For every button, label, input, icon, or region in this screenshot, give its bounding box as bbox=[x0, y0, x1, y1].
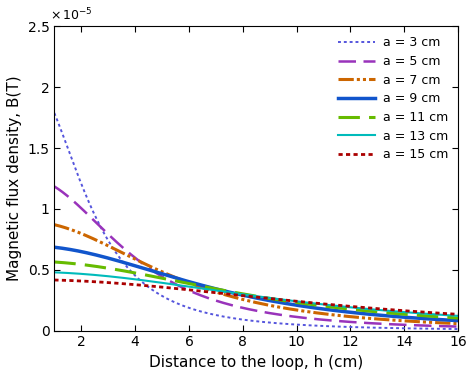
Line: a = 13 cm: a = 13 cm bbox=[55, 272, 458, 316]
a = 5 cm bbox=[456, 324, 461, 329]
a = 9 cm bbox=[286, 302, 292, 306]
a = 11 cm bbox=[358, 308, 364, 313]
a = 3 cm bbox=[399, 326, 405, 331]
a = 3 cm bbox=[456, 327, 461, 331]
a = 15 cm bbox=[399, 308, 405, 313]
a = 15 cm bbox=[309, 300, 314, 305]
a = 9 cm bbox=[456, 318, 461, 323]
a = 5 cm bbox=[358, 320, 364, 325]
a = 7 cm bbox=[297, 308, 302, 313]
a = 11 cm bbox=[52, 260, 57, 264]
a = 11 cm bbox=[76, 262, 82, 267]
a = 13 cm bbox=[358, 306, 364, 311]
a = 11 cm bbox=[286, 299, 292, 303]
a = 7 cm bbox=[399, 319, 405, 323]
Line: a = 15 cm: a = 15 cm bbox=[55, 280, 458, 314]
a = 13 cm bbox=[297, 299, 302, 304]
a = 7 cm bbox=[309, 310, 314, 314]
a = 7 cm bbox=[286, 307, 292, 311]
a = 3 cm bbox=[286, 322, 292, 326]
Line: a = 9 cm: a = 9 cm bbox=[55, 247, 458, 320]
a = 11 cm bbox=[456, 316, 461, 320]
a = 15 cm bbox=[297, 299, 302, 304]
Line: a = 7 cm: a = 7 cm bbox=[55, 225, 458, 323]
a = 9 cm bbox=[297, 303, 302, 308]
a = 3 cm bbox=[76, 176, 82, 181]
a = 15 cm bbox=[76, 279, 82, 283]
a = 13 cm bbox=[456, 314, 461, 318]
a = 3 cm bbox=[309, 323, 314, 328]
a = 15 cm bbox=[358, 305, 364, 310]
a = 11 cm bbox=[297, 300, 302, 305]
a = 9 cm bbox=[309, 305, 314, 310]
a = 13 cm bbox=[399, 310, 405, 314]
a = 13 cm bbox=[76, 271, 82, 276]
a = 15 cm bbox=[286, 298, 292, 303]
a = 5 cm bbox=[286, 314, 292, 318]
a = 3 cm bbox=[297, 322, 302, 327]
Line: a = 5 cm: a = 5 cm bbox=[55, 187, 458, 326]
Line: a = 11 cm: a = 11 cm bbox=[55, 262, 458, 318]
a = 7 cm bbox=[76, 230, 82, 235]
a = 7 cm bbox=[358, 315, 364, 320]
Text: $\times\,10^{-5}$: $\times\,10^{-5}$ bbox=[50, 7, 93, 23]
a = 9 cm bbox=[52, 245, 57, 250]
a = 9 cm bbox=[399, 315, 405, 319]
a = 3 cm bbox=[358, 325, 364, 329]
a = 15 cm bbox=[52, 278, 57, 282]
a = 13 cm bbox=[309, 301, 314, 305]
a = 5 cm bbox=[297, 315, 302, 320]
Legend: a = 3 cm, a = 5 cm, a = 7 cm, a = 9 cm, a = 11 cm, a = 13 cm, a = 15 cm: a = 3 cm, a = 5 cm, a = 7 cm, a = 9 cm, … bbox=[334, 33, 452, 165]
a = 13 cm bbox=[286, 298, 292, 303]
Line: a = 3 cm: a = 3 cm bbox=[55, 113, 458, 329]
a = 11 cm bbox=[399, 312, 405, 316]
a = 9 cm bbox=[76, 249, 82, 253]
a = 7 cm bbox=[456, 321, 461, 326]
Y-axis label: Magnetic flux density, B(T): Magnetic flux density, B(T) bbox=[7, 76, 22, 281]
a = 9 cm bbox=[358, 311, 364, 316]
a = 15 cm bbox=[456, 312, 461, 317]
a = 11 cm bbox=[309, 302, 314, 307]
a = 5 cm bbox=[309, 316, 314, 321]
a = 5 cm bbox=[399, 322, 405, 327]
a = 7 cm bbox=[52, 222, 57, 227]
a = 3 cm bbox=[52, 111, 57, 115]
a = 5 cm bbox=[76, 204, 82, 208]
a = 13 cm bbox=[52, 270, 57, 274]
X-axis label: Distance to the loop, h (cm): Distance to the loop, h (cm) bbox=[149, 355, 364, 370]
a = 5 cm bbox=[52, 184, 57, 189]
